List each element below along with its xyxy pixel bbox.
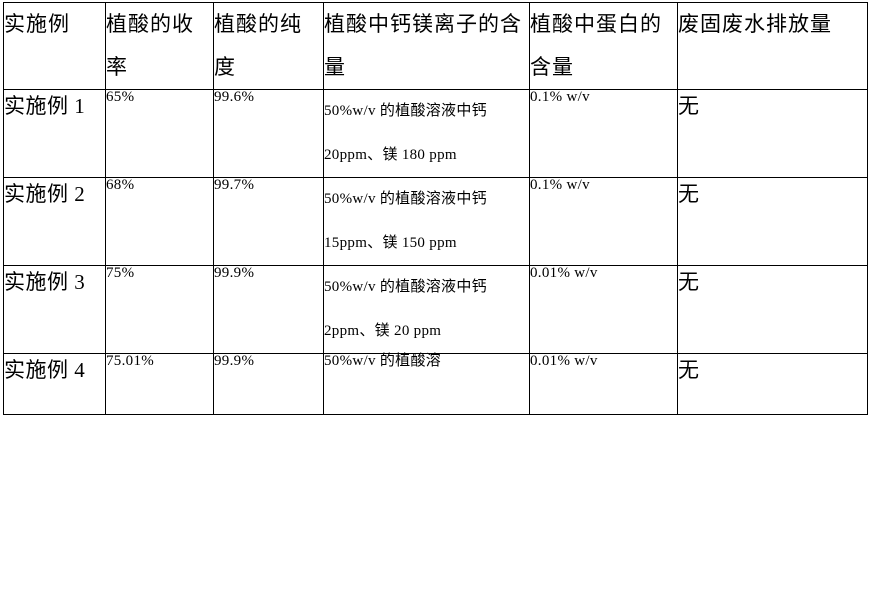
cell-purity: 99.6% bbox=[214, 90, 324, 178]
cell-purity: 99.9% bbox=[214, 354, 324, 415]
col-header-ca-mg: 植酸中钙镁离子的含量 bbox=[324, 3, 530, 90]
cell-waste: 无 bbox=[678, 266, 868, 354]
row-label: 实施例 1 bbox=[4, 90, 106, 178]
cell-yield: 75% bbox=[106, 266, 214, 354]
table-header-row: 实施例 植酸的收率 植酸的纯度 植酸中钙镁离子的含量 植酸中蛋白的含量 废固废水… bbox=[4, 3, 868, 90]
col-header-waste: 废固废水排放量 bbox=[678, 3, 868, 90]
col-header-yield: 植酸的收率 bbox=[106, 3, 214, 90]
table-row: 实施例 2 68% 99.7% 50%w/v 的植酸溶液中钙 15ppm、镁 1… bbox=[4, 178, 868, 266]
col-header-protein: 植酸中蛋白的含量 bbox=[530, 3, 678, 90]
cell-ca-mg: 50%w/v 的植酸溶 bbox=[324, 354, 530, 415]
cell-protein: 0.1% w/v bbox=[530, 90, 678, 178]
cell-purity: 99.9% bbox=[214, 266, 324, 354]
cell-protein: 0.01% w/v bbox=[530, 354, 678, 415]
row-label: 实施例 3 bbox=[4, 266, 106, 354]
cell-yield: 65% bbox=[106, 90, 214, 178]
table-row: 实施例 1 65% 99.6% 50%w/v 的植酸溶液中钙 20ppm、镁 1… bbox=[4, 90, 868, 178]
cell-protein: 0.01% w/v bbox=[530, 266, 678, 354]
row-label: 实施例 4 bbox=[4, 354, 106, 415]
cell-waste: 无 bbox=[678, 354, 868, 415]
cell-yield: 68% bbox=[106, 178, 214, 266]
row-label: 实施例 2 bbox=[4, 178, 106, 266]
cell-waste: 无 bbox=[678, 90, 868, 178]
cell-waste: 无 bbox=[678, 178, 868, 266]
col-header-purity: 植酸的纯度 bbox=[214, 3, 324, 90]
col-header-example: 实施例 bbox=[4, 3, 106, 90]
table-row: 实施例 3 75% 99.9% 50%w/v 的植酸溶液中钙 2ppm、镁 20… bbox=[4, 266, 868, 354]
cell-ca-mg: 50%w/v 的植酸溶液中钙 20ppm、镁 180 ppm bbox=[324, 90, 530, 178]
cell-protein: 0.1% w/v bbox=[530, 178, 678, 266]
cell-purity: 99.7% bbox=[214, 178, 324, 266]
cell-ca-mg: 50%w/v 的植酸溶液中钙 2ppm、镁 20 ppm bbox=[324, 266, 530, 354]
table-row: 实施例 4 75.01% 99.9% 50%w/v 的植酸溶 0.01% w/v… bbox=[4, 354, 868, 415]
cell-ca-mg: 50%w/v 的植酸溶液中钙 15ppm、镁 150 ppm bbox=[324, 178, 530, 266]
data-table: 实施例 植酸的收率 植酸的纯度 植酸中钙镁离子的含量 植酸中蛋白的含量 废固废水… bbox=[3, 2, 868, 415]
cell-yield: 75.01% bbox=[106, 354, 214, 415]
